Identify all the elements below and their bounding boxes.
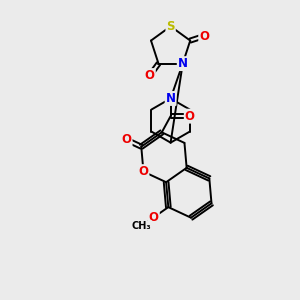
Text: N: N [166, 92, 176, 105]
Text: O: O [145, 69, 155, 82]
Text: CH₃: CH₃ [132, 221, 152, 231]
Text: O: O [185, 110, 195, 123]
Text: N: N [178, 57, 188, 70]
Text: S: S [167, 20, 175, 33]
Text: O: O [139, 165, 148, 178]
Text: O: O [199, 29, 209, 43]
Text: O: O [122, 133, 132, 146]
Text: O: O [149, 211, 159, 224]
